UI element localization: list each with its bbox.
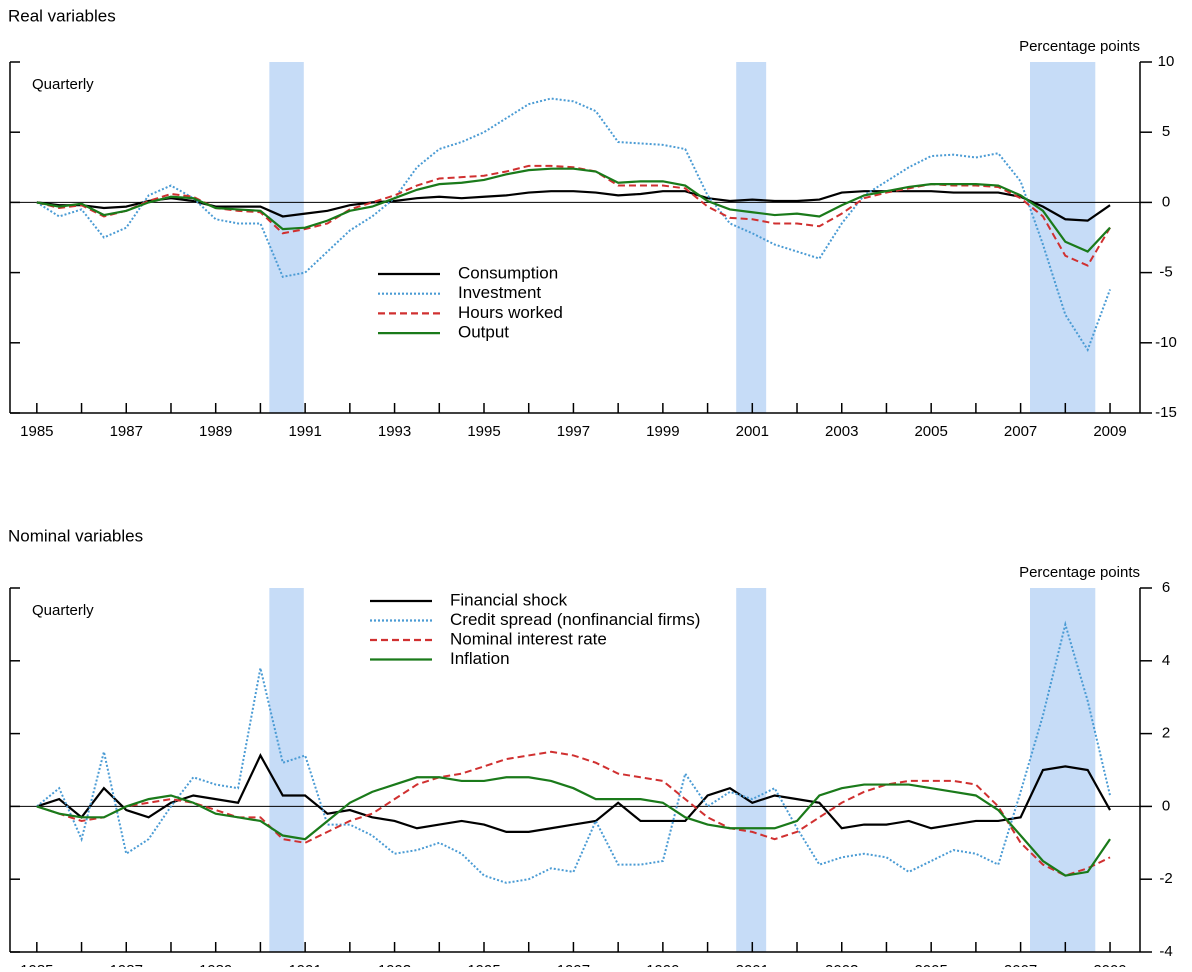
- recession-shade: [736, 62, 767, 413]
- legend-label: Financial shock: [450, 590, 568, 609]
- recession-shade: [269, 62, 304, 413]
- x-tick-label: 1999: [646, 423, 679, 440]
- legend-label: Inflation: [450, 649, 510, 668]
- y-tick-label: 4: [1162, 652, 1170, 669]
- y-tick-label: -5: [1159, 264, 1172, 281]
- annotation: Quarterly: [32, 602, 94, 619]
- x-tick-label: 1991: [288, 423, 321, 440]
- x-tick-label: 1993: [378, 423, 411, 440]
- y-tick-label: 2: [1162, 725, 1170, 742]
- x-tick-label: 1993: [378, 962, 411, 967]
- series-line: [36, 753, 1112, 833]
- series-line: [36, 776, 1111, 877]
- x-tick-label: 2007: [1004, 962, 1037, 967]
- legend-label: Output: [458, 323, 509, 342]
- x-tick-label: 2009: [1093, 962, 1126, 967]
- legend-label: Consumption: [458, 263, 558, 282]
- y-tick-label: 10: [1158, 53, 1175, 70]
- series-line: [36, 750, 1111, 877]
- y-tick-label: -10: [1155, 334, 1177, 351]
- series-line: [36, 167, 1111, 253]
- x-tick-label: 1987: [110, 962, 143, 967]
- y-axis-label: Percentage points: [1019, 38, 1140, 55]
- x-tick-label: 2007: [1004, 423, 1037, 440]
- legend-label: Hours worked: [458, 303, 563, 322]
- legend-label: Credit spread (nonfinancial firms): [450, 610, 700, 629]
- x-tick-label: 2001: [736, 962, 769, 967]
- y-tick-label: 5: [1162, 123, 1170, 140]
- annotation: Quarterly: [32, 76, 94, 93]
- x-tick-label: 2003: [825, 423, 858, 440]
- legend-label: Investment: [458, 283, 541, 302]
- x-tick-label: 1995: [467, 423, 500, 440]
- series-line: [36, 97, 1111, 353]
- y-tick-label: 0: [1162, 797, 1170, 814]
- series-line: [36, 164, 1111, 267]
- legend-label: Nominal interest rate: [450, 629, 607, 648]
- x-tick-label: 1989: [199, 423, 232, 440]
- series-line: [36, 620, 1112, 884]
- panel-title: Nominal variables: [8, 526, 143, 545]
- x-tick-label: 2005: [914, 962, 947, 967]
- x-tick-label: 1991: [288, 962, 321, 967]
- x-tick-label: 1989: [199, 962, 232, 967]
- recession-shade: [736, 588, 767, 952]
- x-tick-label: 2001: [736, 423, 769, 440]
- y-tick-label: -15: [1155, 404, 1177, 421]
- x-tick-label: 1997: [557, 962, 590, 967]
- x-tick-label: 1995: [467, 962, 500, 967]
- x-tick-label: 1985: [20, 423, 53, 440]
- x-tick-label: 2009: [1093, 423, 1126, 440]
- x-tick-label: 1985: [20, 962, 53, 967]
- series-line: [36, 190, 1111, 222]
- panel-title: Real variables: [8, 6, 116, 25]
- x-tick-label: 1987: [110, 423, 143, 440]
- y-tick-label: -2: [1159, 870, 1172, 887]
- x-tick-label: 2003: [825, 962, 858, 967]
- y-tick-label: 0: [1162, 193, 1170, 210]
- x-tick-label: 1999: [646, 962, 679, 967]
- y-tick-label: -4: [1159, 943, 1172, 960]
- y-axis-label: Percentage points: [1019, 564, 1140, 581]
- x-tick-label: 1997: [557, 423, 590, 440]
- recession-shade: [269, 588, 304, 952]
- y-tick-label: 6: [1162, 579, 1170, 596]
- x-tick-label: 2005: [914, 423, 947, 440]
